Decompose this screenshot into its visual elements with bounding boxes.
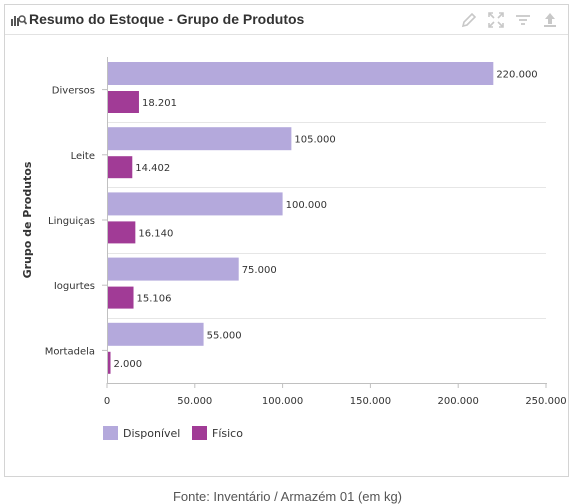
category-label: Mortadela bbox=[45, 346, 95, 357]
data-label: 16.140 bbox=[138, 228, 173, 239]
filter-icon[interactable] bbox=[514, 11, 532, 29]
data-label: 2.000 bbox=[114, 359, 143, 370]
export-icon[interactable] bbox=[541, 11, 559, 29]
bar-disponivel bbox=[108, 322, 204, 346]
data-label: 18.201 bbox=[142, 98, 177, 109]
edit-icon[interactable] bbox=[460, 11, 478, 29]
x-tick-label: 50.000 bbox=[177, 396, 212, 407]
x-tick-label: 100.000 bbox=[262, 396, 303, 407]
legend-label: Disponível bbox=[123, 427, 181, 440]
x-tick-label: 150.000 bbox=[350, 396, 391, 407]
category-label: Leite bbox=[71, 151, 95, 162]
bar-chart: 0 50.000 100.000 150.000 200.000 250.000 Diver… bbox=[21, 57, 567, 407]
data-label: 105.000 bbox=[294, 135, 335, 146]
legend-swatch-disponivel bbox=[103, 426, 118, 440]
data-label: 15.106 bbox=[137, 294, 172, 305]
bar-chart-search-icon bbox=[11, 15, 27, 26]
bar-disponivel bbox=[108, 62, 494, 85]
legend-swatch-fisico bbox=[192, 426, 207, 440]
widget-title: Resumo do Estoque - Grupo de Produtos bbox=[29, 11, 305, 27]
y-axis-title: Grupo de Produtos bbox=[21, 161, 34, 278]
data-label: 75.000 bbox=[242, 265, 277, 276]
x-tick-label: 200.000 bbox=[438, 396, 479, 407]
data-label: 14.402 bbox=[135, 163, 170, 174]
footer-caption: Fonte: Inventário / Armazém 01 (em kg) bbox=[172, 490, 403, 504]
category-label: Iogurtes bbox=[54, 281, 95, 292]
bar-fisico bbox=[108, 156, 133, 179]
legend-label: Físico bbox=[212, 427, 243, 440]
x-tick-label: 250.000 bbox=[525, 396, 566, 407]
bar-fisico bbox=[108, 286, 134, 309]
data-label: 55.000 bbox=[207, 330, 242, 341]
bar-fisico bbox=[108, 91, 139, 113]
expand-icon[interactable] bbox=[487, 11, 505, 29]
data-label: 100.000 bbox=[286, 200, 327, 211]
x-tick-label: 0 bbox=[104, 396, 110, 407]
widget-header: Resumo do Estoque - Grupo de Produtos bbox=[5, 5, 568, 35]
category-label: Linguiças bbox=[48, 216, 95, 227]
category-label: Diversos bbox=[52, 86, 95, 97]
bar-disponivel bbox=[108, 192, 283, 216]
bar-disponivel bbox=[108, 257, 239, 281]
bar-fisico bbox=[108, 351, 111, 374]
bar-disponivel bbox=[108, 127, 292, 151]
bar-fisico bbox=[108, 221, 136, 244]
data-label: 220.000 bbox=[496, 70, 537, 81]
